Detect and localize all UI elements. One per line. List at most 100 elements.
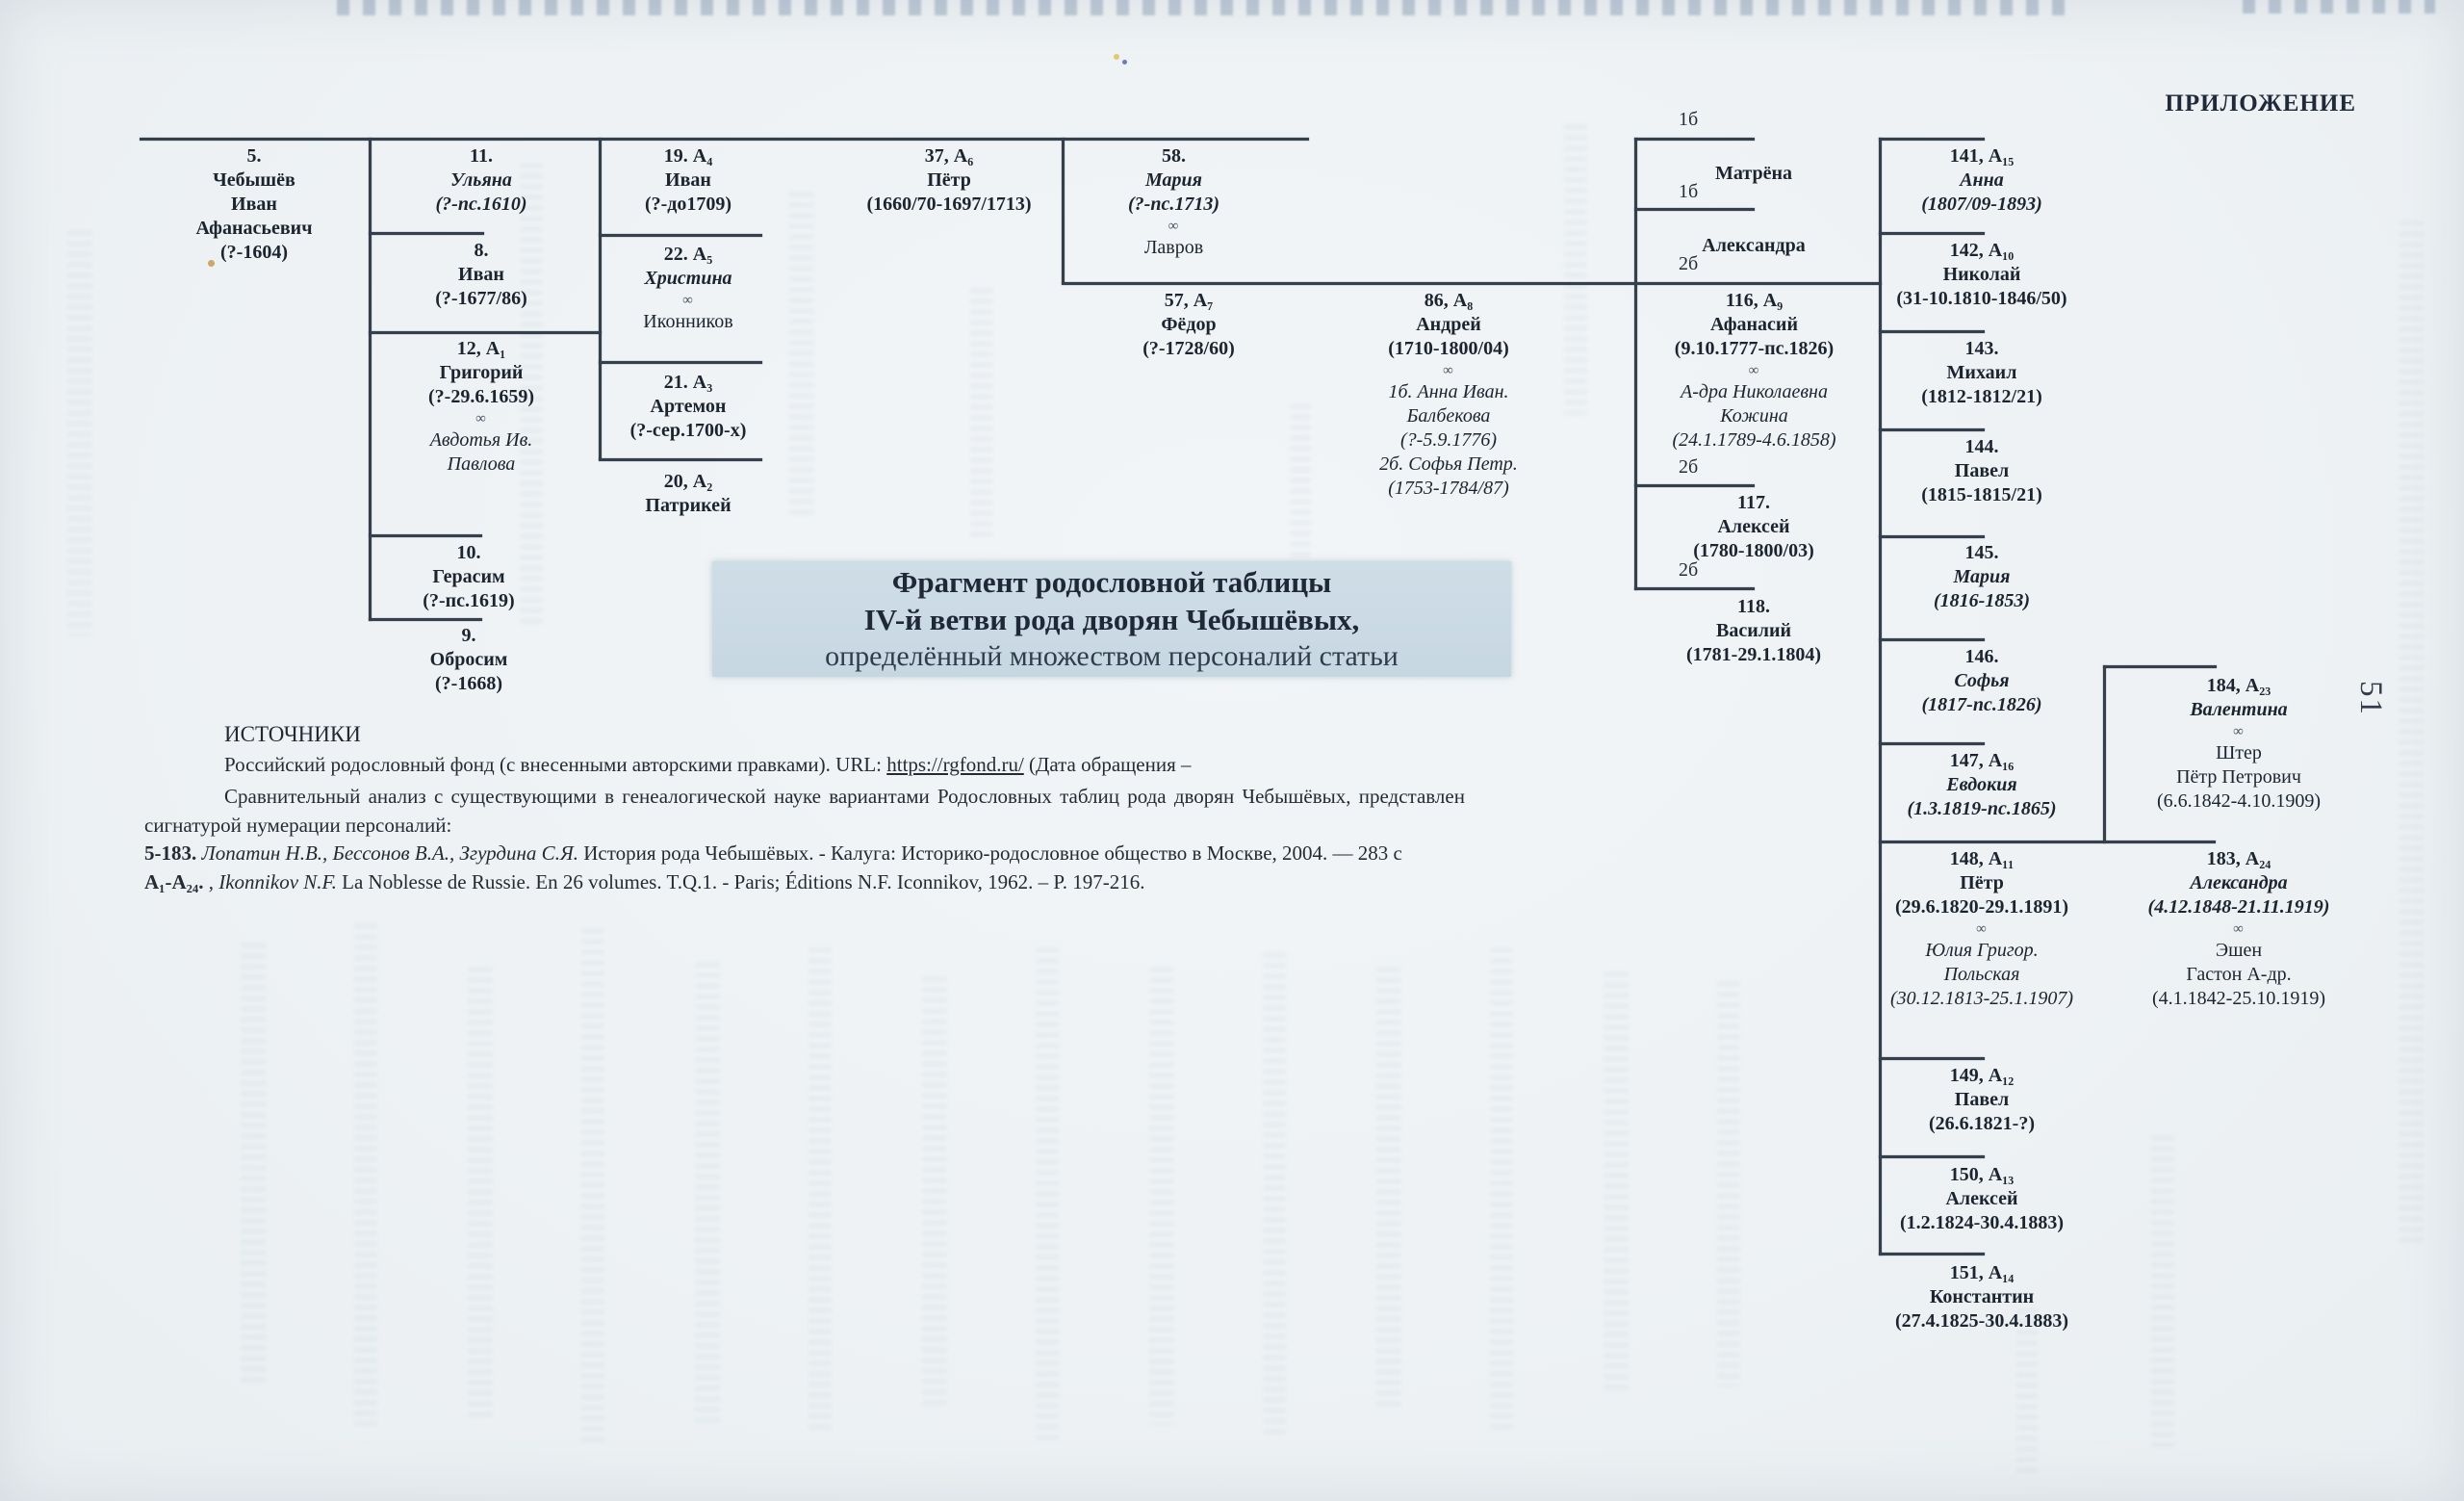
bleed-through-artifact [2399, 221, 2424, 1242]
sources-authors-2: Ikonnikov N.F. [218, 870, 337, 893]
person-text-line: (1781-29.1.1804) [1686, 644, 1821, 665]
person-text-line: Фёдор [1161, 314, 1217, 335]
person-11-ulyana: 11. Ульяна (?-пс.1610) [377, 144, 585, 217]
person-text-line: Кожина [1720, 405, 1788, 427]
bleed-through-artifact [581, 929, 604, 1444]
person-text-line: (1753-1784/87) [1388, 478, 1509, 499]
table-title-line-2: IV-й ветви рода дворян Чебышёвых, [863, 603, 1360, 636]
tree-connector-line [1634, 138, 1755, 141]
person-86-andrey: 86, А₈ Андрей (1710-1800/04) ∞ 1б. Анна Иван… [1333, 289, 1564, 501]
person-text-line: (4.1.1842-25.10.1919) [2152, 988, 2325, 1009]
person-text-line: (?-5.9.1776) [1400, 429, 1497, 451]
person-text-line: Иван [458, 264, 504, 285]
tree-connector-line [1879, 232, 1985, 235]
sources-line-2: Сравнительный анализ с существующими в г… [224, 785, 1465, 808]
person-text-line: Пётр [1960, 872, 2004, 893]
person-20-patrikey: 20, А₂ Патрикей [606, 470, 770, 518]
sources-line-4: 5-183. Лопатин Н.В., Бессонов В.А., Згур… [144, 841, 1402, 866]
person-text-line: (1817-пс.1826) [1921, 694, 2042, 715]
person-text-line: (1815-1815/21) [1921, 484, 2042, 505]
person-text-line: (?-пс.1619) [423, 590, 515, 611]
bleed-through-artifact [1564, 125, 1587, 414]
tree-connector-line [369, 331, 602, 334]
person-text-line: Анна [1960, 169, 2004, 191]
person-text-line: Афанасьевич [195, 218, 313, 239]
person-text-line: 184, А₂₃ [2206, 675, 2272, 696]
person-text-line: (1812-1812/21) [1921, 386, 2042, 407]
person-text-line: Артемон [650, 396, 727, 417]
person-text-line: 8. [474, 240, 489, 261]
person-text-line: (30.12.1813-25.1.1907) [1890, 988, 2073, 1009]
bleed-through-artifact [808, 948, 832, 1430]
person-text-line: Герасим [432, 566, 505, 587]
person-text-line: Василий [1715, 620, 1791, 641]
sources-citation: История рода Чебышёвых. - Калуга: Истори… [578, 841, 1402, 865]
person-145-mariya: 145. Мария (1816-1853) [1875, 541, 2089, 613]
person-text-line: Константин [1929, 1286, 2035, 1307]
person-text-line: (?-1728/60) [1142, 338, 1235, 359]
person-57-fyodor: 57, А₇ Фёдор (?-1728/60) [1088, 289, 1290, 361]
person-text-line: Мария [1145, 169, 1202, 191]
table-title-block: Фрагмент родословной таблицы IV-й ветви … [712, 561, 1511, 677]
person-text-line: Алексей [1717, 516, 1790, 537]
bleed-through-artifact [354, 924, 377, 1425]
table-title-line-1: Фрагмент родословной таблицы [891, 565, 1332, 599]
person-text-line: (29.6.1820-29.1.1891) [1895, 896, 2068, 918]
tree-connector-line [599, 234, 762, 237]
bleed-through-artifact [337, 0, 2069, 15]
person-text-line: 183, А₂₄ [2206, 848, 2272, 869]
person-text-line: Николай [1942, 264, 2021, 285]
person-text-line: Христина [644, 268, 732, 289]
person-text-line: (9.10.1777-пс.1826) [1674, 338, 1835, 359]
person-text-line: 118. [1737, 596, 1770, 617]
person-text-line: (1710-1800/04) [1388, 338, 1509, 359]
bleed-through-artifact [67, 231, 92, 635]
tree-connector-line [2103, 665, 2217, 668]
bleed-through-artifact [1490, 948, 1513, 1435]
person-22-khristina: 22. А₅ Христина ∞ Иконников [606, 243, 770, 334]
bleed-through-artifact [789, 193, 814, 520]
sources-separator: , [203, 870, 219, 893]
person-5-chebyshev-ivan-afanasevich: 5. Чебышёв Иван Афанасьевич (?-1604) [142, 144, 366, 265]
person-text-line: (?-1604) [220, 242, 288, 263]
tree-connector-line [369, 138, 372, 621]
person-text-line: 144. [1964, 436, 1999, 457]
marriage-symbol: ∞ [2233, 724, 2245, 739]
sources-heading: ИСТОЧНИКИ [224, 722, 361, 746]
sources-signature-range: 5-183. [144, 841, 197, 865]
person-text-line: Пётр [927, 169, 971, 191]
branch-label-1b: 1б [1679, 109, 1699, 130]
person-12-grigoriy: 12, А₁ Григорий (?-29.6.1659) ∞ Авдотья Ив. П… [377, 337, 585, 477]
person-text-line: 19. А₄ [663, 145, 713, 167]
person-150-aleksey: 150, А₁₃ Алексей (1.2.1824-30.4.1883) [1875, 1163, 2089, 1235]
person-text-line: 149, А₁₂ [1949, 1065, 2015, 1086]
tree-connector-line [140, 138, 1309, 141]
person-text-line: Пётр Петрович [2176, 766, 2301, 788]
marriage-symbol: ∞ [1748, 363, 1760, 378]
person-58-mariya: 58. Мария (?-пс.1713) ∞ Лавров [1070, 144, 1277, 260]
marriage-symbol: ∞ [682, 293, 694, 308]
person-142-nikolay: 142, А₁₀ Николай (31-10.1810-1846/50) [1875, 239, 2089, 311]
person-text-line: Авдотья Ив. [429, 429, 533, 451]
person-text-line: 146. [1964, 646, 1999, 667]
person-text-line: 2б. Софья Петр. [1379, 453, 1518, 475]
scan-speck [1122, 60, 1127, 65]
person-text-line: (1.2.1824-30.4.1883) [1900, 1212, 2064, 1233]
bleed-through-artifact [2016, 1309, 2038, 1473]
bleed-through-artifact [241, 944, 266, 1386]
tree-connector-line [1879, 1155, 1985, 1158]
bleed-through-artifact [1376, 968, 1401, 1406]
tree-connector-line [1879, 138, 1882, 1255]
person-21-artemon: 21. А₃ Артемон (?-сер.1700-х) [606, 371, 770, 443]
person-text-line: Чебышёв [213, 169, 295, 191]
person-147-evdokiya: 147, А₁₆ Евдокия (1.3.1819-пс.1865) [1875, 749, 2089, 821]
tree-connector-line [1634, 208, 1755, 211]
tree-connector-line [1879, 1253, 1985, 1255]
bleed-through-artifact [2151, 1136, 2174, 1454]
person-text-line: 141, А₁₅ [1949, 145, 2015, 167]
bleed-through-artifact [1604, 972, 1629, 1396]
person-text-line: (?-1668) [435, 673, 502, 694]
person-text-line: Андрей [1416, 314, 1481, 335]
person-143-mikhail: 143. Михаил (1812-1812/21) [1875, 337, 2089, 409]
tree-connector-line [1634, 138, 1637, 590]
